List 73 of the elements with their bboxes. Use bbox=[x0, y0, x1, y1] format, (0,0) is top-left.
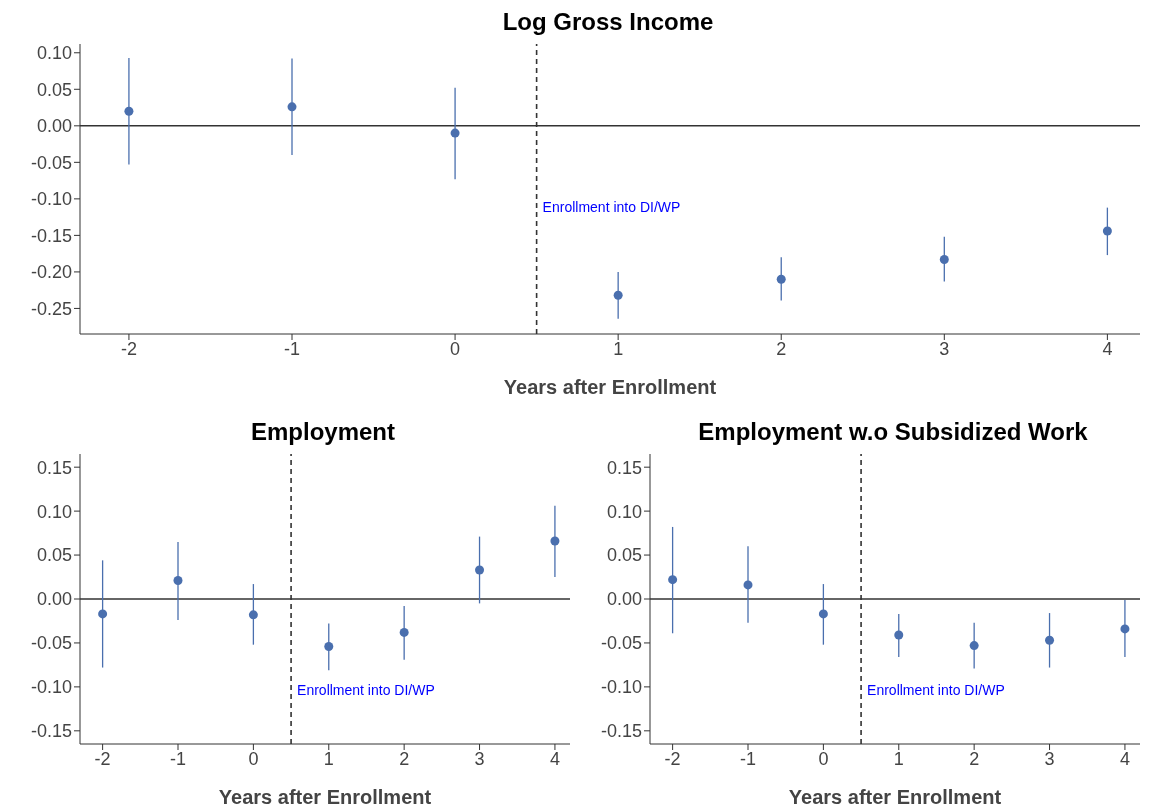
point bbox=[969, 641, 979, 651]
y-tick-label: -0.05 bbox=[600, 633, 642, 654]
ref-line-label: Enrollment into DI/WP bbox=[867, 681, 1005, 698]
point bbox=[818, 609, 828, 619]
y-tick-label: 0.05 bbox=[36, 79, 72, 100]
y-tick-label: 0.05 bbox=[36, 545, 72, 566]
x-tick-label: -2 bbox=[94, 748, 111, 769]
x-axis-title: Years after Enrollment bbox=[788, 786, 1002, 806]
y-tick-label: -0.05 bbox=[30, 633, 72, 654]
x-tick-label: 2 bbox=[399, 748, 410, 769]
chart-title: Employment bbox=[250, 418, 396, 446]
x-tick-label: 3 bbox=[474, 748, 485, 769]
point bbox=[1102, 226, 1112, 236]
y-tick-label: -0.15 bbox=[30, 225, 72, 246]
y-tick-label: 0.15 bbox=[36, 457, 72, 478]
chart-title: Log Gross Income bbox=[501, 8, 715, 36]
point bbox=[1120, 624, 1130, 634]
point bbox=[743, 580, 753, 590]
x-tick-label: 0 bbox=[818, 748, 829, 769]
y-tick-label: -0.10 bbox=[30, 677, 72, 698]
y-tick-label: 0.00 bbox=[36, 589, 72, 610]
x-tick-label: 1 bbox=[893, 748, 904, 769]
y-tick-label: -0.15 bbox=[30, 721, 72, 742]
x-tick-label: -2 bbox=[120, 338, 137, 359]
x-tick-label: 1 bbox=[323, 748, 334, 769]
y-tick-label: 0.00 bbox=[36, 116, 72, 137]
x-tick-label: -2 bbox=[664, 748, 681, 769]
y-tick-label: -0.25 bbox=[30, 298, 72, 319]
x-tick-label: -1 bbox=[169, 748, 187, 769]
x-axis-title: Years after Enrollment bbox=[218, 786, 432, 806]
point bbox=[939, 254, 949, 264]
x-axis-title: Years after Enrollment bbox=[503, 376, 717, 398]
x-tick-label: 4 bbox=[549, 748, 560, 769]
x-tick-label: 2 bbox=[776, 338, 787, 359]
x-tick-label: -1 bbox=[283, 338, 301, 359]
point bbox=[450, 128, 460, 138]
x-tick-label: 1 bbox=[613, 338, 624, 359]
y-tick-label: -0.10 bbox=[600, 677, 642, 698]
y-tick-label: -0.05 bbox=[30, 152, 72, 173]
point bbox=[98, 609, 108, 619]
point bbox=[613, 290, 623, 300]
point bbox=[475, 565, 485, 575]
point bbox=[894, 630, 904, 640]
y-tick-label: 0.15 bbox=[606, 457, 642, 478]
y-tick-label: 0.00 bbox=[606, 589, 642, 610]
y-tick-label: -0.10 bbox=[30, 189, 72, 210]
point bbox=[287, 102, 297, 112]
x-tick-label: 0 bbox=[450, 338, 461, 359]
y-tick-label: 0.10 bbox=[606, 501, 642, 522]
y-tick-label: 0.10 bbox=[36, 43, 72, 64]
x-tick-label: 3 bbox=[1044, 748, 1055, 769]
point bbox=[1045, 635, 1055, 645]
y-tick-label: -0.15 bbox=[600, 721, 642, 742]
x-tick-label: 2 bbox=[969, 748, 980, 769]
ref-line-label: Enrollment into DI/WP bbox=[297, 681, 435, 698]
y-tick-label: -0.20 bbox=[30, 262, 72, 283]
y-tick-label: 0.10 bbox=[36, 501, 72, 522]
point bbox=[248, 610, 258, 620]
ref-line-label: Enrollment into DI/WP bbox=[542, 199, 681, 216]
x-tick-label: 4 bbox=[1119, 748, 1130, 769]
x-tick-label: 0 bbox=[248, 748, 259, 769]
y-tick-label: 0.05 bbox=[606, 545, 642, 566]
point bbox=[124, 106, 134, 116]
point bbox=[668, 575, 678, 585]
x-tick-label: -1 bbox=[739, 748, 757, 769]
point bbox=[550, 536, 560, 546]
point bbox=[173, 576, 183, 586]
point bbox=[399, 627, 409, 637]
x-tick-label: 3 bbox=[939, 338, 950, 359]
point bbox=[776, 274, 786, 284]
x-tick-label: 4 bbox=[1102, 338, 1113, 359]
point bbox=[324, 641, 334, 651]
chart-title: Employment w.o Subsidized Work bbox=[697, 418, 1089, 446]
